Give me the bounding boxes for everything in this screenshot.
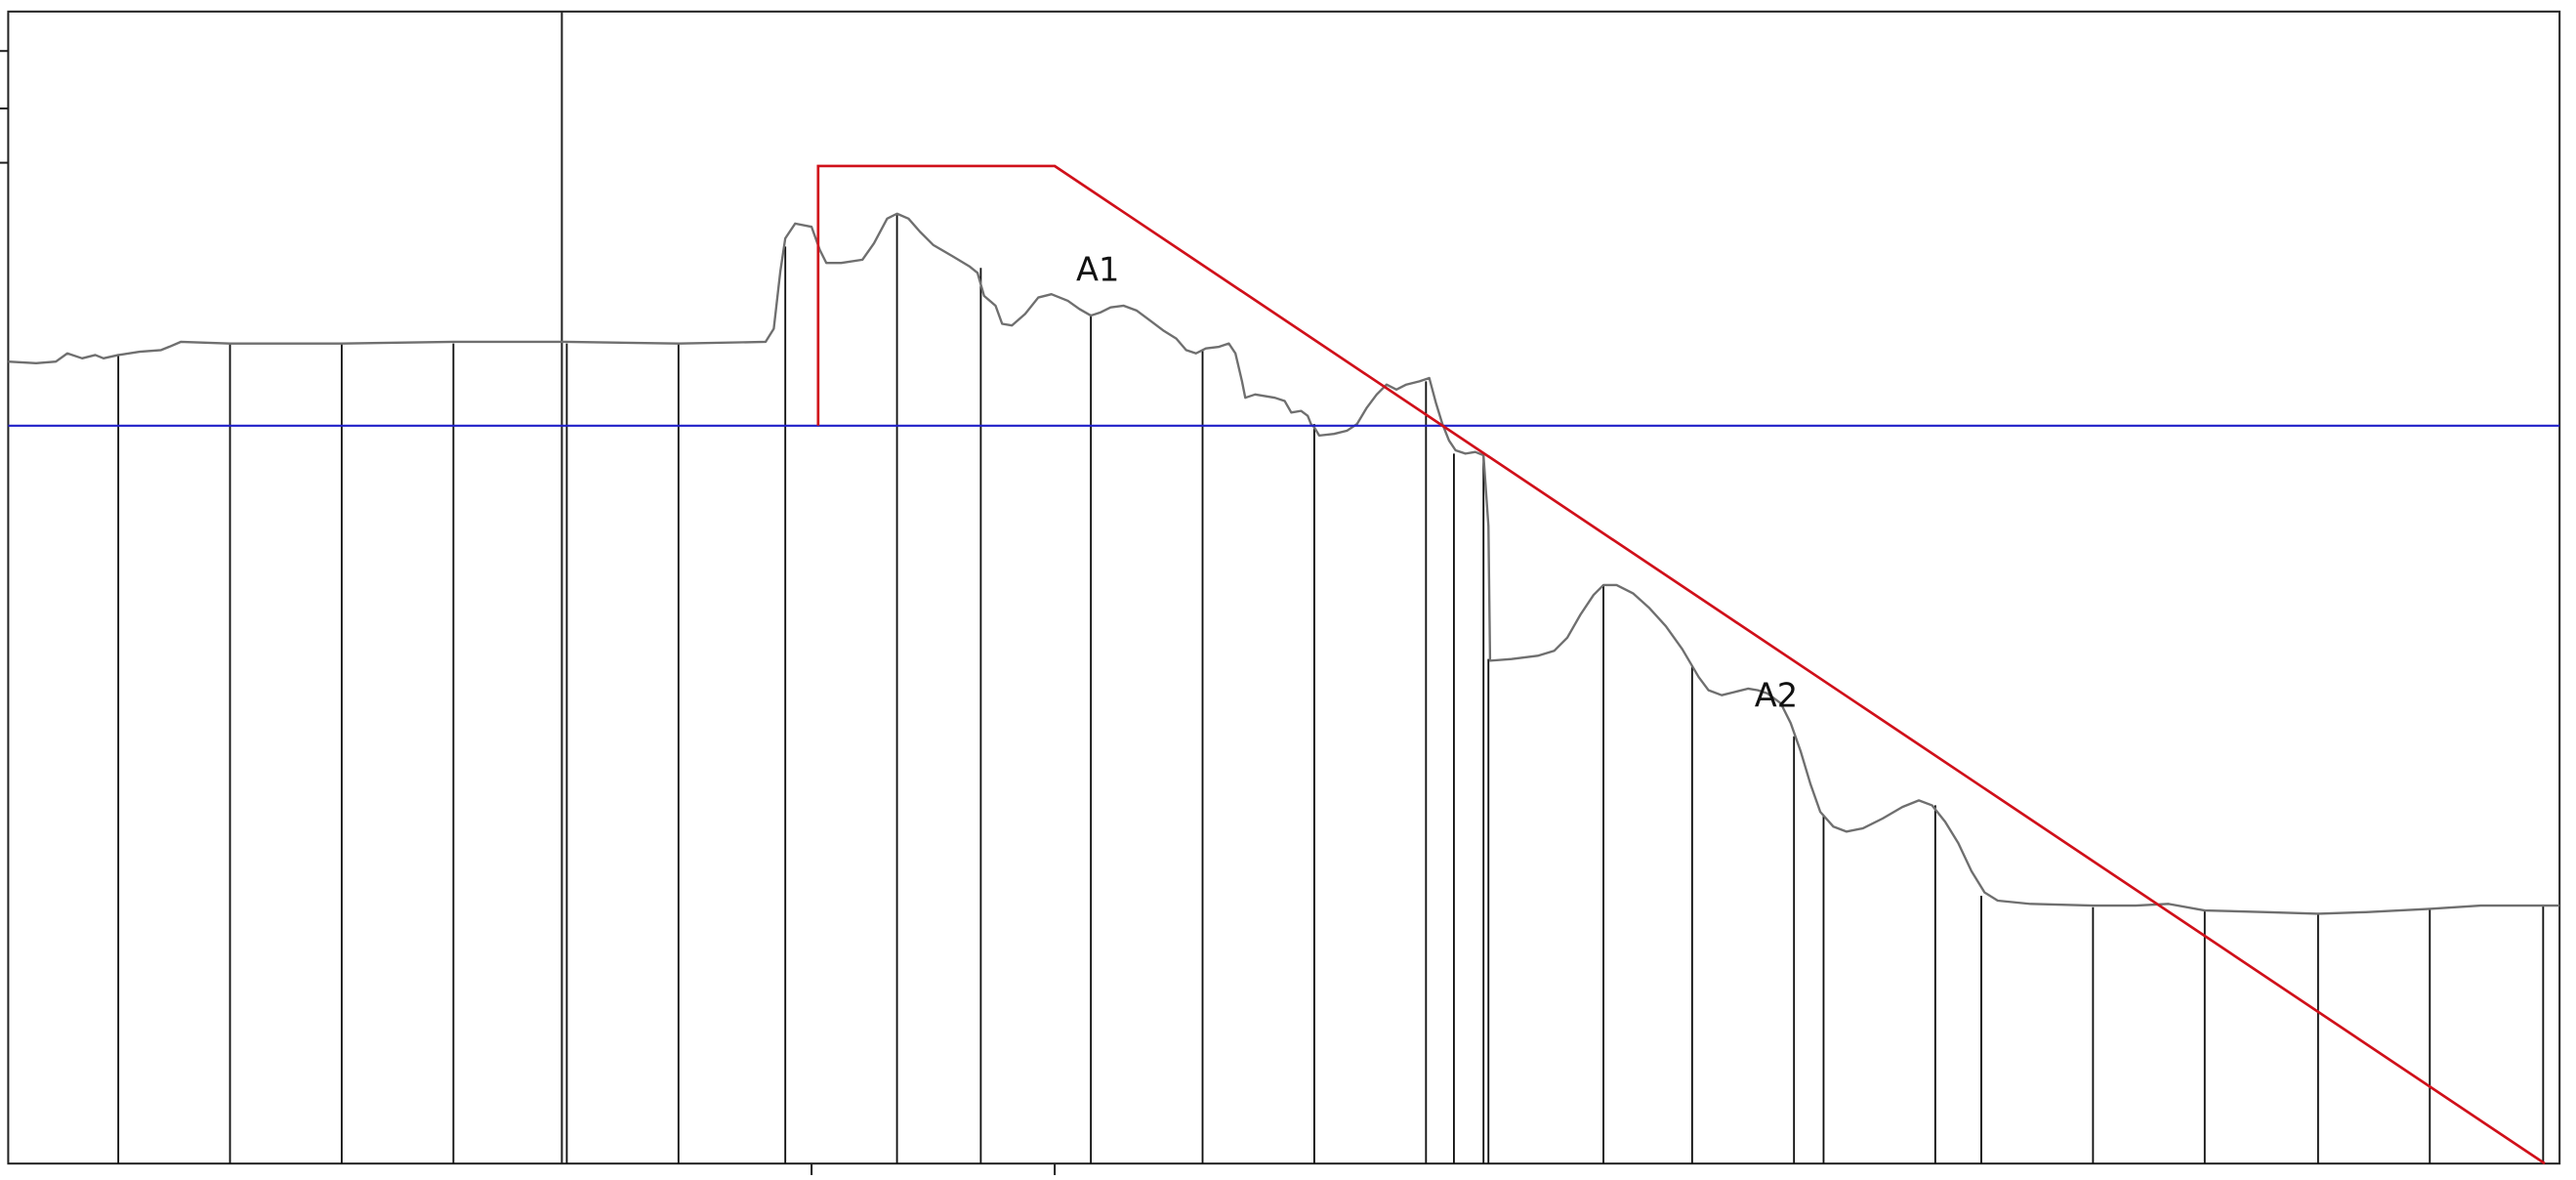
plot-frame (7, 10, 2561, 1165)
red-profile-line (816, 164, 2546, 1165)
label-a2: A2 (1755, 676, 1798, 714)
station-lines (117, 215, 2545, 1164)
label-a1: A1 (1076, 251, 1119, 289)
